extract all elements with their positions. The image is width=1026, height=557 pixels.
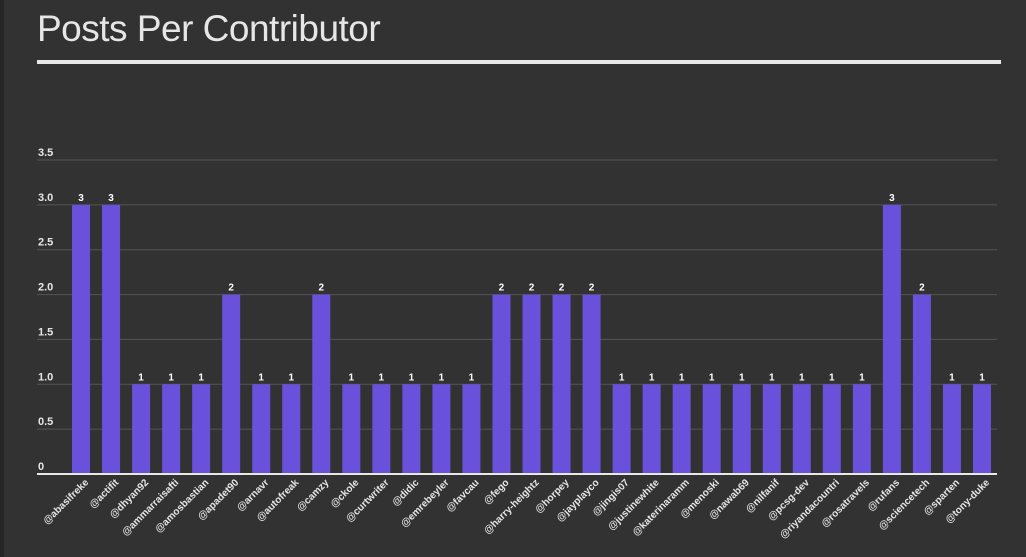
- data-label: 1: [739, 372, 745, 383]
- bar: [612, 384, 631, 474]
- bar: [762, 384, 781, 474]
- bar: [732, 384, 751, 474]
- bar: [822, 384, 841, 474]
- bar: [972, 384, 991, 474]
- data-label: 3: [78, 193, 84, 204]
- chart-title: Posts Per Contributor: [37, 8, 381, 49]
- data-label: 1: [258, 372, 264, 383]
- data-label: 1: [769, 372, 775, 383]
- bar: [132, 384, 151, 474]
- data-label: 1: [799, 372, 805, 383]
- bar: [222, 294, 241, 474]
- data-label: 1: [679, 372, 685, 383]
- gridlines: [37, 159, 997, 430]
- bar: [792, 384, 811, 474]
- y-tick-label: 1.5: [38, 326, 53, 338]
- category-label: @camzy: [295, 477, 332, 514]
- y-tick-label: 3.0: [38, 192, 53, 204]
- y-tick-label: 3.5: [38, 147, 53, 159]
- bar: [492, 294, 511, 474]
- category-label: @amosbastian: [153, 477, 211, 535]
- data-label: 1: [409, 372, 415, 383]
- bar: [552, 294, 571, 474]
- bar: [912, 294, 931, 474]
- data-label: 1: [859, 372, 865, 383]
- data-label: 1: [469, 372, 475, 383]
- bar: [882, 204, 901, 474]
- bar: [672, 384, 691, 474]
- bar: [372, 384, 391, 474]
- data-label: 1: [138, 372, 144, 383]
- y-tick-label: 1.0: [38, 371, 53, 383]
- bar: [282, 384, 301, 474]
- data-label: 2: [318, 283, 324, 294]
- data-label: 1: [619, 372, 625, 383]
- data-label: 3: [889, 193, 895, 204]
- bar: [312, 294, 331, 474]
- bar: [522, 294, 541, 474]
- y-tick-label: 2.5: [38, 237, 53, 249]
- data-label: 1: [379, 372, 385, 383]
- bar: [252, 384, 271, 474]
- title-underline: [37, 60, 1001, 64]
- bar: [432, 384, 451, 474]
- category-label: @favcau: [444, 477, 481, 514]
- data-label: 1: [709, 372, 715, 383]
- bar: [462, 384, 481, 474]
- bar: [342, 384, 361, 474]
- data-label: 2: [559, 283, 565, 294]
- bar: [102, 204, 121, 474]
- data-label: 1: [349, 372, 355, 383]
- bars: [72, 204, 991, 474]
- data-label: 3: [108, 193, 114, 204]
- category-label: @fego: [482, 477, 512, 507]
- data-label: 2: [589, 283, 595, 294]
- data-label: 1: [829, 372, 835, 383]
- category-label: @harry-heightz: [482, 477, 541, 536]
- bar: [192, 384, 211, 474]
- bar: [702, 384, 721, 474]
- bar: [402, 384, 421, 474]
- data-label: 1: [979, 372, 985, 383]
- data-label: 1: [439, 372, 445, 383]
- data-labels: 3 3 1 1 1 2 1 1 2 1 1 1 1 1 2 2 2 2 1 1 1 1 1 1 1 1 1 3 2 1 1: [78, 193, 985, 383]
- category-label: @abasifreke: [41, 477, 91, 527]
- data-label: 1: [198, 372, 204, 383]
- bar: [852, 384, 871, 474]
- data-label: 2: [228, 283, 234, 294]
- data-label: 1: [288, 372, 294, 383]
- y-tick-label: 0.5: [38, 416, 53, 428]
- y-tick-label: 0: [38, 461, 44, 473]
- data-label: 2: [529, 283, 535, 294]
- bar: [72, 204, 91, 474]
- bar: [582, 294, 601, 474]
- category-labels: @abasifreke@actifit@dhyan92@ammarraisaft…: [41, 477, 992, 541]
- data-label: 2: [919, 283, 925, 294]
- bar: [162, 384, 181, 474]
- data-label: 1: [949, 372, 955, 383]
- y-tick-label: 2.0: [38, 282, 53, 294]
- data-label: 2: [499, 283, 505, 294]
- data-label: 1: [168, 372, 174, 383]
- bar: [942, 384, 961, 474]
- y-axis-ticks: 0 0.5 1.0 1.5 2.0 2.5 3.0 3.5: [38, 147, 53, 473]
- data-label: 1: [649, 372, 655, 383]
- bar: [642, 384, 661, 474]
